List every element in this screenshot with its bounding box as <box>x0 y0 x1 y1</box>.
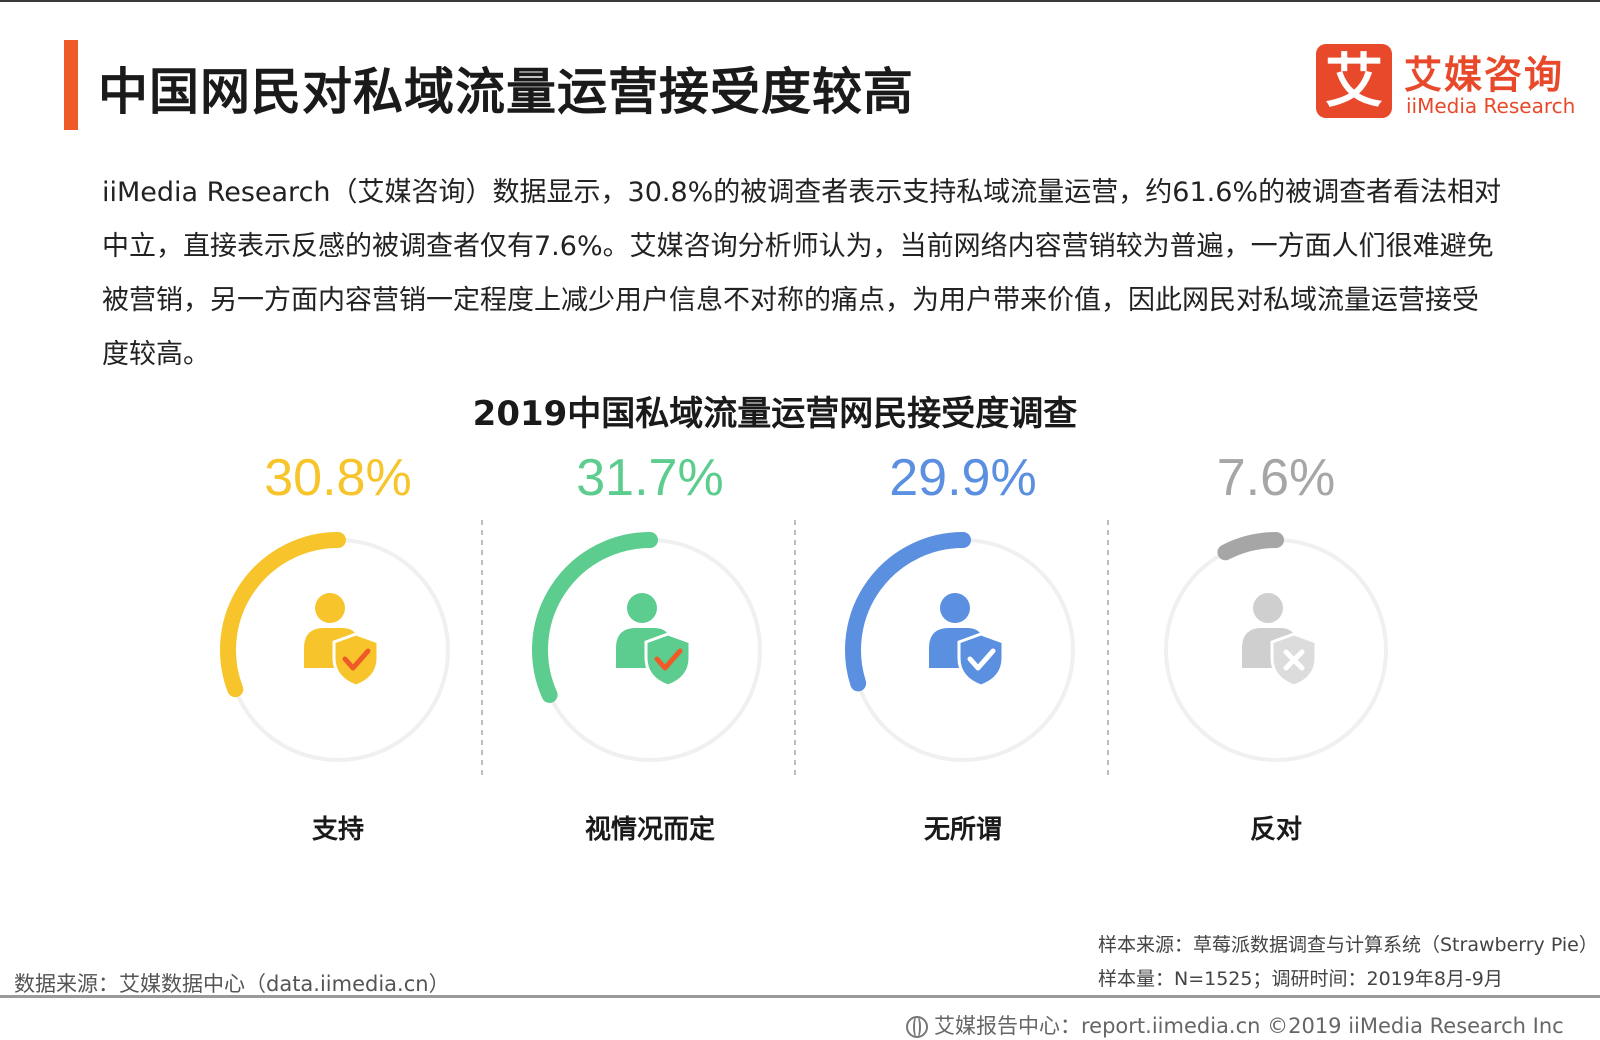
value-label-item-2: 31.7% <box>576 449 723 507</box>
category-label-item-3: 无所谓 <box>924 815 1002 845</box>
person-head-icon <box>1253 593 1283 623</box>
shield-icon <box>644 632 692 688</box>
value-label-item-4: 7.6% <box>1217 449 1336 507</box>
value-arc-item-1 <box>220 532 346 698</box>
category-label-item-4: 反对 <box>1250 815 1302 845</box>
check-icon <box>654 648 683 671</box>
sample-size: 样本量：N=1525；调研时间：2019年8月-9月 <box>1098 968 1503 990</box>
category-label-item-2: 视情况而定 <box>585 814 715 845</box>
iimedia-logo: 艾 艾媒咨询 iiMedia Research <box>1316 44 1576 122</box>
top-rule <box>0 0 1600 2</box>
gauge-item-1: 30.8% 支持 <box>220 449 450 845</box>
user-cross-icon-4 <box>1242 593 1318 688</box>
category-label-item-1: 支持 <box>312 815 364 845</box>
logo-name-en: iiMedia Research <box>1406 94 1576 118</box>
value-label-item-3: 29.9% <box>889 449 1036 507</box>
intro-paragraph: iiMedia Research（艾媒咨询）数据显示，30.8%的被调查者表示支… <box>102 177 1502 370</box>
cross-icon <box>1283 649 1305 671</box>
data-source: 数据来源：艾媒数据中心（data.iimedia.cn） <box>14 972 450 996</box>
value-arc-item-4 <box>1217 532 1284 561</box>
bottom-rule <box>0 995 1600 998</box>
shield-icon <box>957 632 1005 688</box>
logo-mark: 艾 <box>1316 44 1392 118</box>
globe-icon <box>906 1016 928 1038</box>
gauge-item-2: 31.7% 视情况而定 <box>532 449 762 845</box>
person-head-icon <box>627 593 657 623</box>
shield-icon <box>332 632 380 688</box>
title-accent-bar <box>64 40 78 130</box>
person-head-icon <box>940 593 970 623</box>
value-arc-item-2 <box>532 532 658 703</box>
value-arc-item-3 <box>845 532 971 692</box>
user-check-icon-2 <box>616 593 692 688</box>
value-label-item-1: 30.8% <box>264 449 411 507</box>
chart-title: 2019中国私域流量运营网民接受度调查 <box>472 394 1078 434</box>
gauge-item-4: 7.6% 反对 <box>1164 449 1388 845</box>
logo-name-cn: 艾媒咨询 <box>1404 53 1565 97</box>
user-check-icon-3 <box>929 593 1005 688</box>
copyright: 艾媒报告中心：report.iimedia.cn ©2019 iiMedia R… <box>906 1010 1564 1040</box>
check-icon <box>342 648 371 671</box>
user-check-icon-1 <box>304 593 380 688</box>
acceptance-chart: 30.8% 支持 31.7% 视情况而定 29.9% 无所谓 7.6% 反对 <box>220 449 1388 845</box>
page-title: 中国网民对私域流量运营接受度较高 <box>98 63 914 121</box>
copyright-text: 艾媒报告中心：report.iimedia.cn ©2019 iiMedia R… <box>934 1014 1564 1038</box>
person-head-icon <box>315 593 345 623</box>
check-icon <box>967 648 996 671</box>
sample-source: 样本来源：草莓派数据调查与计算系统（Strawberry Pie） <box>1098 934 1598 956</box>
gauge-item-3: 29.9% 无所谓 <box>845 449 1075 845</box>
